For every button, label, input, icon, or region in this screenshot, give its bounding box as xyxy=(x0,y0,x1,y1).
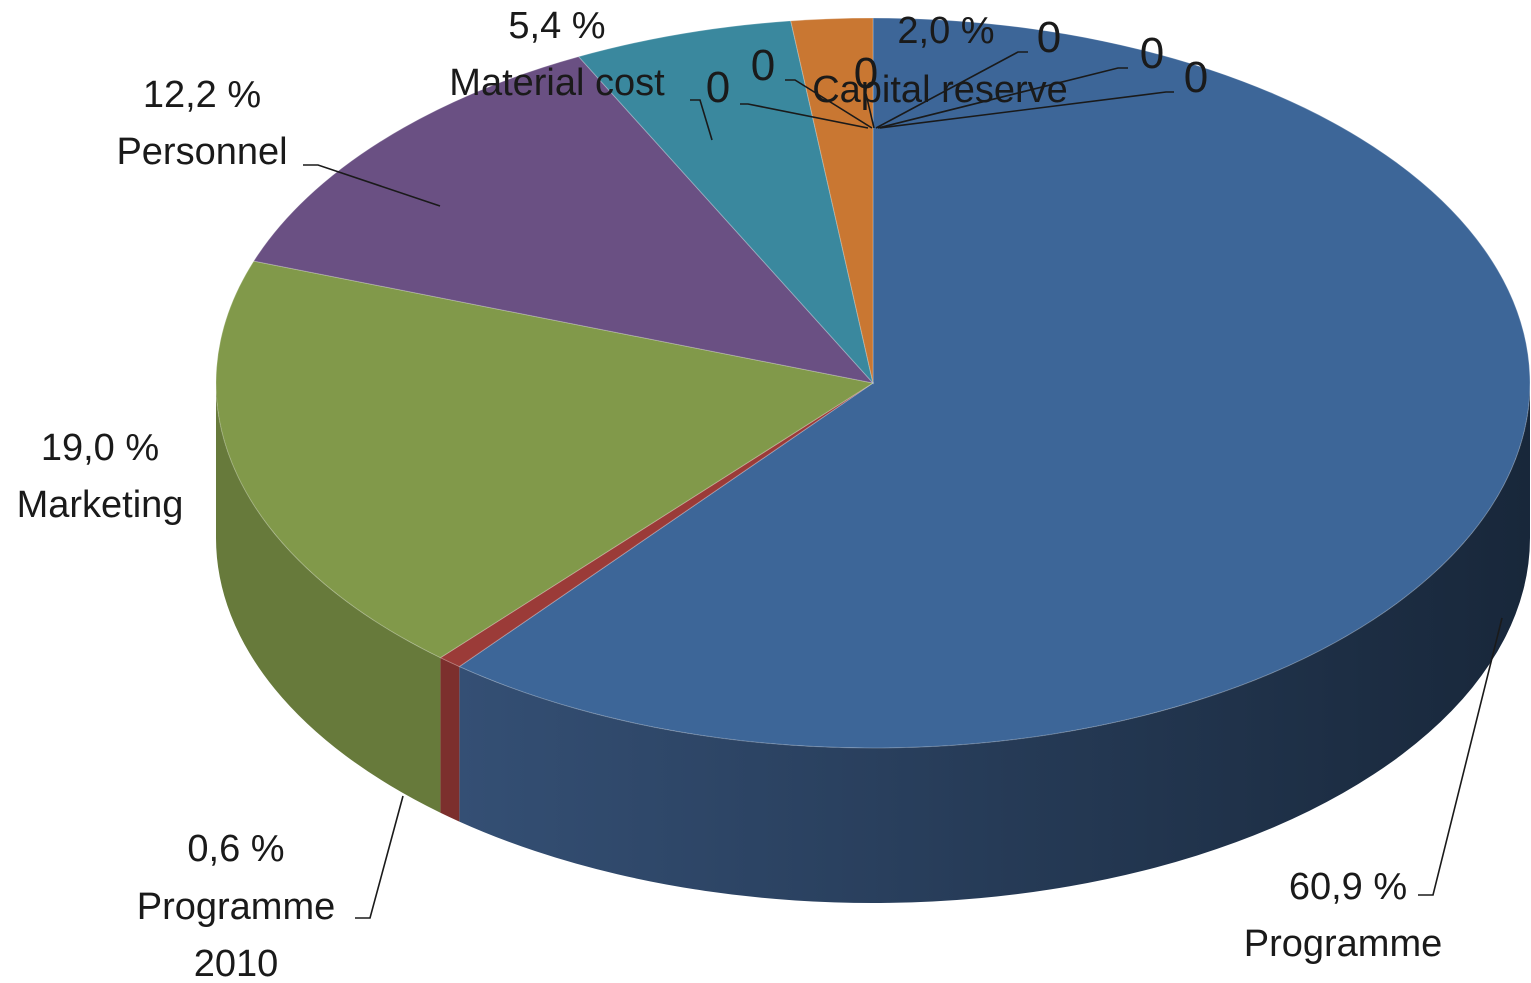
label-personnel-value: 12,2 % xyxy=(143,74,261,116)
zero-label-2: 0 xyxy=(751,41,775,90)
label-programme-2010-name-line1: Programme xyxy=(137,886,336,928)
zero-label-5: 0 xyxy=(1140,29,1164,78)
pie-slice-capital-reserve xyxy=(790,17,874,384)
pie-slice-personnel xyxy=(252,56,875,384)
leader-zero-5 xyxy=(877,67,1128,129)
leader-programme xyxy=(1418,617,1503,896)
label-personnel: 12,2 % Personnel xyxy=(116,74,287,173)
pie-side-programme xyxy=(459,383,1530,903)
pie-slice-programme xyxy=(458,17,1531,749)
zero-label-3: 0 xyxy=(854,49,878,98)
leader-programme-2010 xyxy=(355,795,404,919)
leader-zero-1 xyxy=(740,103,869,129)
leader-lines xyxy=(303,51,1503,919)
label-programme-value: 60,9 % xyxy=(1289,866,1407,908)
pie-side-walls xyxy=(215,383,1530,903)
leader-zero-4 xyxy=(875,51,1028,129)
zero-label-1: 0 xyxy=(706,63,730,112)
label-programme-2010-value: 0,6 % xyxy=(187,828,284,870)
label-programme-2010-name-line2: 2010 xyxy=(194,943,279,983)
leader-zero-3 xyxy=(865,93,875,129)
label-capital-reserve-name: Capital reserve xyxy=(812,69,1068,111)
leader-zero-2 xyxy=(785,79,873,129)
pie-slice-programme-2010 xyxy=(439,382,874,668)
label-programme-name: Programme xyxy=(1244,923,1443,965)
label-capital-reserve-value: 2,0 % xyxy=(897,10,994,52)
label-marketing: 19,0 % Marketing xyxy=(17,427,184,526)
label-programme-2010: 0,6 % Programme 2010 xyxy=(137,828,336,983)
pie-slices xyxy=(215,17,1531,749)
leader-zero-6 xyxy=(879,91,1174,129)
zero-label-4: 0 xyxy=(1037,13,1061,62)
label-marketing-name: Marketing xyxy=(17,484,184,526)
label-material-cost: 5,4 % Material cost xyxy=(449,5,665,104)
pie-side-programme-2010 xyxy=(440,657,460,822)
label-material-cost-name: Material cost xyxy=(449,62,665,104)
pie-slice-marketing xyxy=(215,260,875,659)
label-programme: 60,9 % Programme xyxy=(1244,866,1443,965)
pie-side-marketing xyxy=(215,383,441,813)
label-material-cost-value: 5,4 % xyxy=(508,5,605,47)
label-personnel-name: Personnel xyxy=(116,131,287,173)
label-capital-reserve: 2,0 % Capital reserve xyxy=(812,10,1068,111)
label-marketing-value: 19,0 % xyxy=(41,427,159,469)
zero-label-6: 0 xyxy=(1184,53,1208,102)
leader-personnel xyxy=(303,164,441,207)
leader-material-cost xyxy=(690,99,713,141)
pie-slice-material-cost xyxy=(577,20,874,385)
